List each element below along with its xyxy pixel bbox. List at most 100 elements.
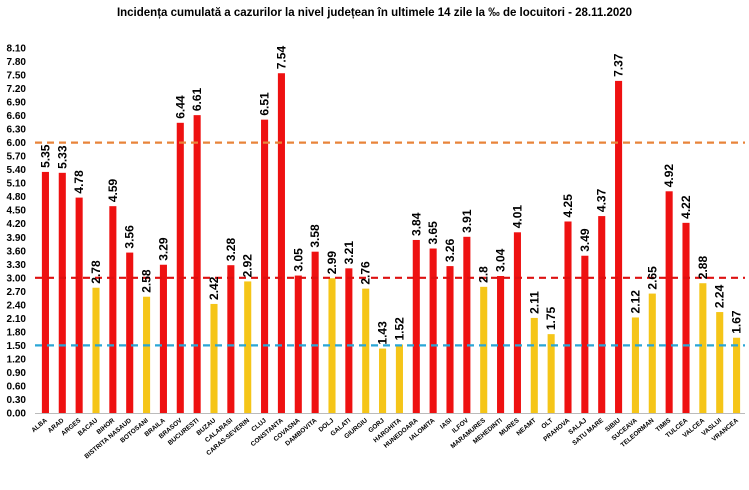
bar bbox=[665, 191, 673, 413]
bar bbox=[41, 171, 49, 413]
reference-lines bbox=[35, 141, 745, 347]
data-label: 4.92 bbox=[662, 164, 676, 188]
y-tick-label: 0.00 bbox=[7, 409, 27, 420]
y-tick-label: 3.60 bbox=[7, 246, 27, 257]
bar bbox=[446, 266, 454, 413]
data-label: 1.52 bbox=[392, 317, 406, 341]
y-tick-label: 2.10 bbox=[7, 314, 27, 325]
data-label: 3.21 bbox=[342, 241, 356, 265]
bar bbox=[92, 287, 100, 413]
bar bbox=[699, 283, 707, 413]
data-label: 2.58 bbox=[140, 269, 154, 293]
y-tick-label: 7.50 bbox=[7, 71, 27, 82]
bar bbox=[75, 197, 83, 413]
y-tick-label: 5.70 bbox=[7, 152, 27, 163]
bar bbox=[109, 206, 117, 413]
data-label: 2.42 bbox=[207, 276, 221, 300]
y-tick-label: 1.80 bbox=[7, 327, 27, 338]
bar bbox=[227, 265, 235, 413]
bar bbox=[379, 348, 387, 413]
y-tick-label: 7.20 bbox=[7, 84, 27, 95]
bar bbox=[294, 275, 302, 413]
bar bbox=[631, 317, 639, 413]
data-label: 3.04 bbox=[494, 248, 508, 272]
y-tick-label: 6.90 bbox=[7, 98, 27, 109]
data-label: 3.05 bbox=[291, 248, 305, 272]
bar bbox=[345, 268, 353, 413]
y-axis: 0.00 0.30 0.60 0.90 1.20 1.50 1.80 2.10 2.40 2.70… bbox=[7, 44, 27, 420]
data-label: 2.92 bbox=[241, 254, 255, 278]
bar bbox=[733, 337, 741, 413]
data-label: 6.44 bbox=[173, 95, 187, 119]
bar bbox=[513, 232, 521, 413]
data-label: 4.37 bbox=[595, 188, 609, 212]
data-label: 6.61 bbox=[190, 87, 204, 111]
bar bbox=[429, 248, 437, 413]
y-tick-label: 0.90 bbox=[7, 368, 27, 379]
data-label: 5.35 bbox=[38, 144, 52, 168]
bar bbox=[58, 172, 66, 413]
bar bbox=[497, 276, 505, 413]
data-label: 2.8 bbox=[477, 266, 491, 283]
data-label: 7.37 bbox=[612, 53, 626, 77]
y-tick-label: 5.10 bbox=[7, 179, 27, 190]
bar bbox=[210, 303, 218, 413]
bar bbox=[564, 221, 572, 413]
bar bbox=[547, 334, 555, 413]
data-label: 1.75 bbox=[544, 306, 558, 330]
y-tick-label: 3.30 bbox=[7, 260, 27, 271]
bar bbox=[126, 252, 134, 413]
data-label: 3.26 bbox=[443, 238, 457, 262]
data-label: 2.88 bbox=[696, 256, 710, 280]
bar bbox=[277, 73, 285, 414]
data-label: 3.29 bbox=[156, 237, 170, 261]
y-tick-label: 7.80 bbox=[7, 57, 27, 68]
bar bbox=[159, 264, 167, 413]
data-label: 4.22 bbox=[679, 195, 693, 219]
data-label: 2.11 bbox=[527, 291, 541, 314]
bar bbox=[311, 251, 319, 413]
y-tick-label: 6.30 bbox=[7, 125, 27, 136]
bar bbox=[261, 119, 269, 414]
bar bbox=[176, 122, 184, 414]
bar bbox=[193, 115, 201, 414]
y-tick-label: 4.50 bbox=[7, 206, 27, 217]
y-tick-label: 1.20 bbox=[7, 354, 27, 365]
y-tick-label: 6.00 bbox=[7, 138, 27, 149]
data-label: 4.78 bbox=[72, 170, 86, 194]
data-label: 3.56 bbox=[123, 225, 137, 249]
x-tick-label: ALBA bbox=[30, 417, 49, 434]
y-tick-label: 1.50 bbox=[7, 341, 27, 352]
data-label: 2.24 bbox=[713, 284, 727, 308]
bar bbox=[530, 317, 538, 413]
bar bbox=[716, 312, 724, 413]
bar bbox=[648, 293, 656, 413]
data-label: 2.99 bbox=[325, 251, 339, 275]
data-label: 6.51 bbox=[258, 92, 272, 116]
y-tick-label: 4.80 bbox=[7, 192, 27, 203]
y-tick-label: 8.10 bbox=[7, 44, 27, 55]
data-labels: 5.35 5.334.78 2.78 4.59 3.56 2.583.29 6.44 6.61… bbox=[38, 46, 743, 345]
data-label: 3.58 bbox=[308, 224, 322, 248]
bar bbox=[598, 216, 606, 413]
bar bbox=[412, 239, 420, 413]
y-tick-label: 3.00 bbox=[7, 273, 27, 284]
bar bbox=[480, 286, 488, 413]
y-tick-label: 2.70 bbox=[7, 287, 27, 298]
data-label: 3.84 bbox=[409, 212, 423, 236]
data-label: 2.76 bbox=[359, 261, 373, 285]
bar bbox=[682, 222, 690, 413]
y-tick-label: 6.60 bbox=[7, 111, 27, 122]
data-label: 4.59 bbox=[106, 178, 120, 202]
bar bbox=[143, 296, 151, 413]
bar bbox=[581, 255, 589, 413]
data-label: 7.54 bbox=[274, 46, 288, 70]
y-tick-label: 2.40 bbox=[7, 300, 27, 311]
bar bbox=[362, 288, 370, 413]
y-tick-label: 4.20 bbox=[7, 219, 27, 230]
data-label: 4.25 bbox=[561, 194, 575, 218]
data-label: 1.67 bbox=[730, 310, 744, 334]
bar bbox=[463, 236, 471, 413]
